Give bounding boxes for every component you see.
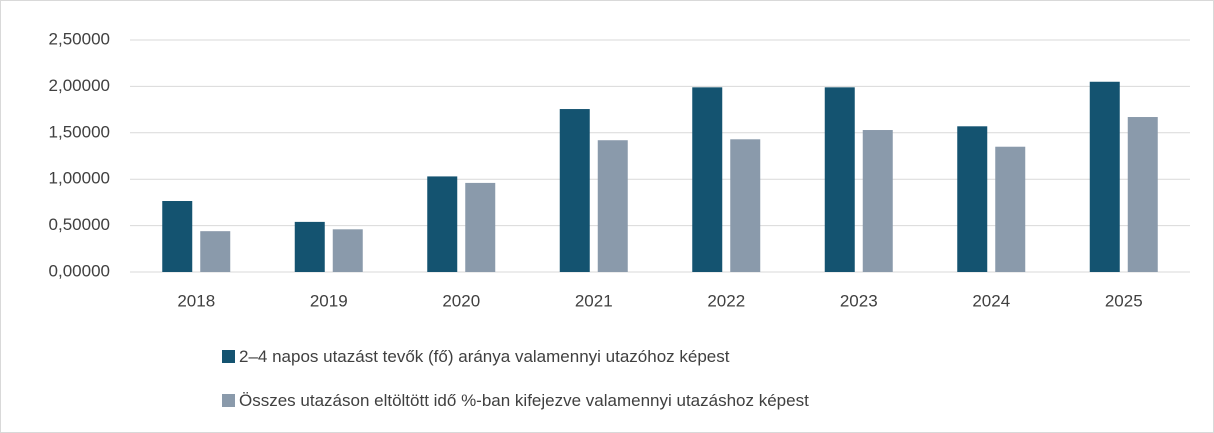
bar xyxy=(465,182,496,272)
x-tick-label: 2019 xyxy=(310,291,348,310)
x-tick-label: 2021 xyxy=(575,291,613,310)
x-tick-label: 2018 xyxy=(177,291,215,310)
bar xyxy=(862,130,893,272)
bar xyxy=(597,140,628,272)
x-tick-label: 2025 xyxy=(1105,291,1143,310)
x-tick-label: 2020 xyxy=(442,291,480,310)
y-tick-label: 2,50000 xyxy=(49,29,110,48)
legend-label: Összes utazáson eltöltött idő %-ban kife… xyxy=(239,391,809,410)
bar xyxy=(1127,117,1158,272)
bar xyxy=(1089,81,1120,272)
bar xyxy=(824,87,855,272)
bar xyxy=(730,139,761,272)
legend-swatch xyxy=(222,394,235,407)
bar xyxy=(332,229,363,272)
legend-swatch xyxy=(222,350,235,363)
x-tick-label: 2024 xyxy=(972,291,1010,310)
x-tick-label: 2023 xyxy=(840,291,878,310)
y-tick-label: 1,00000 xyxy=(49,169,110,188)
legend-label: 2–4 napos utazást tevők (fő) aránya vala… xyxy=(239,347,730,366)
bar xyxy=(559,109,590,272)
y-tick-label: 0,00000 xyxy=(49,261,110,280)
bar xyxy=(294,221,325,272)
bar xyxy=(995,146,1026,272)
bar xyxy=(200,231,231,272)
bar xyxy=(162,201,193,272)
x-tick-label: 2022 xyxy=(707,291,745,310)
bar xyxy=(692,87,723,272)
y-tick-label: 1,50000 xyxy=(49,122,110,141)
bar xyxy=(427,176,458,272)
bar xyxy=(957,126,988,272)
y-tick-label: 2,00000 xyxy=(49,76,110,95)
y-tick-label: 0,50000 xyxy=(49,215,110,234)
